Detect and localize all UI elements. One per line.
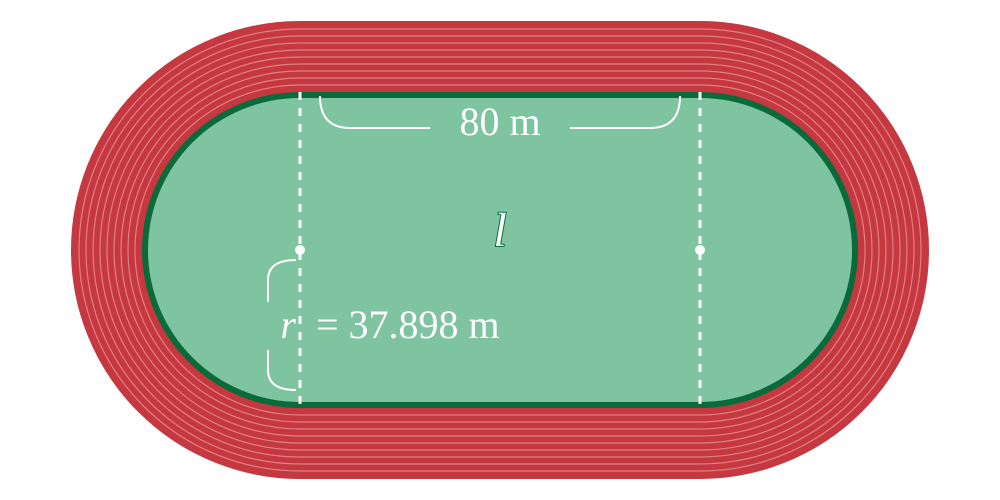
- center-dot: [295, 245, 305, 255]
- r-value: = 37.898 m: [316, 302, 500, 347]
- width-label: 80 m: [459, 99, 540, 144]
- center-dot: [695, 245, 705, 255]
- l-label: l: [493, 204, 506, 257]
- r-symbol: r: [280, 302, 296, 347]
